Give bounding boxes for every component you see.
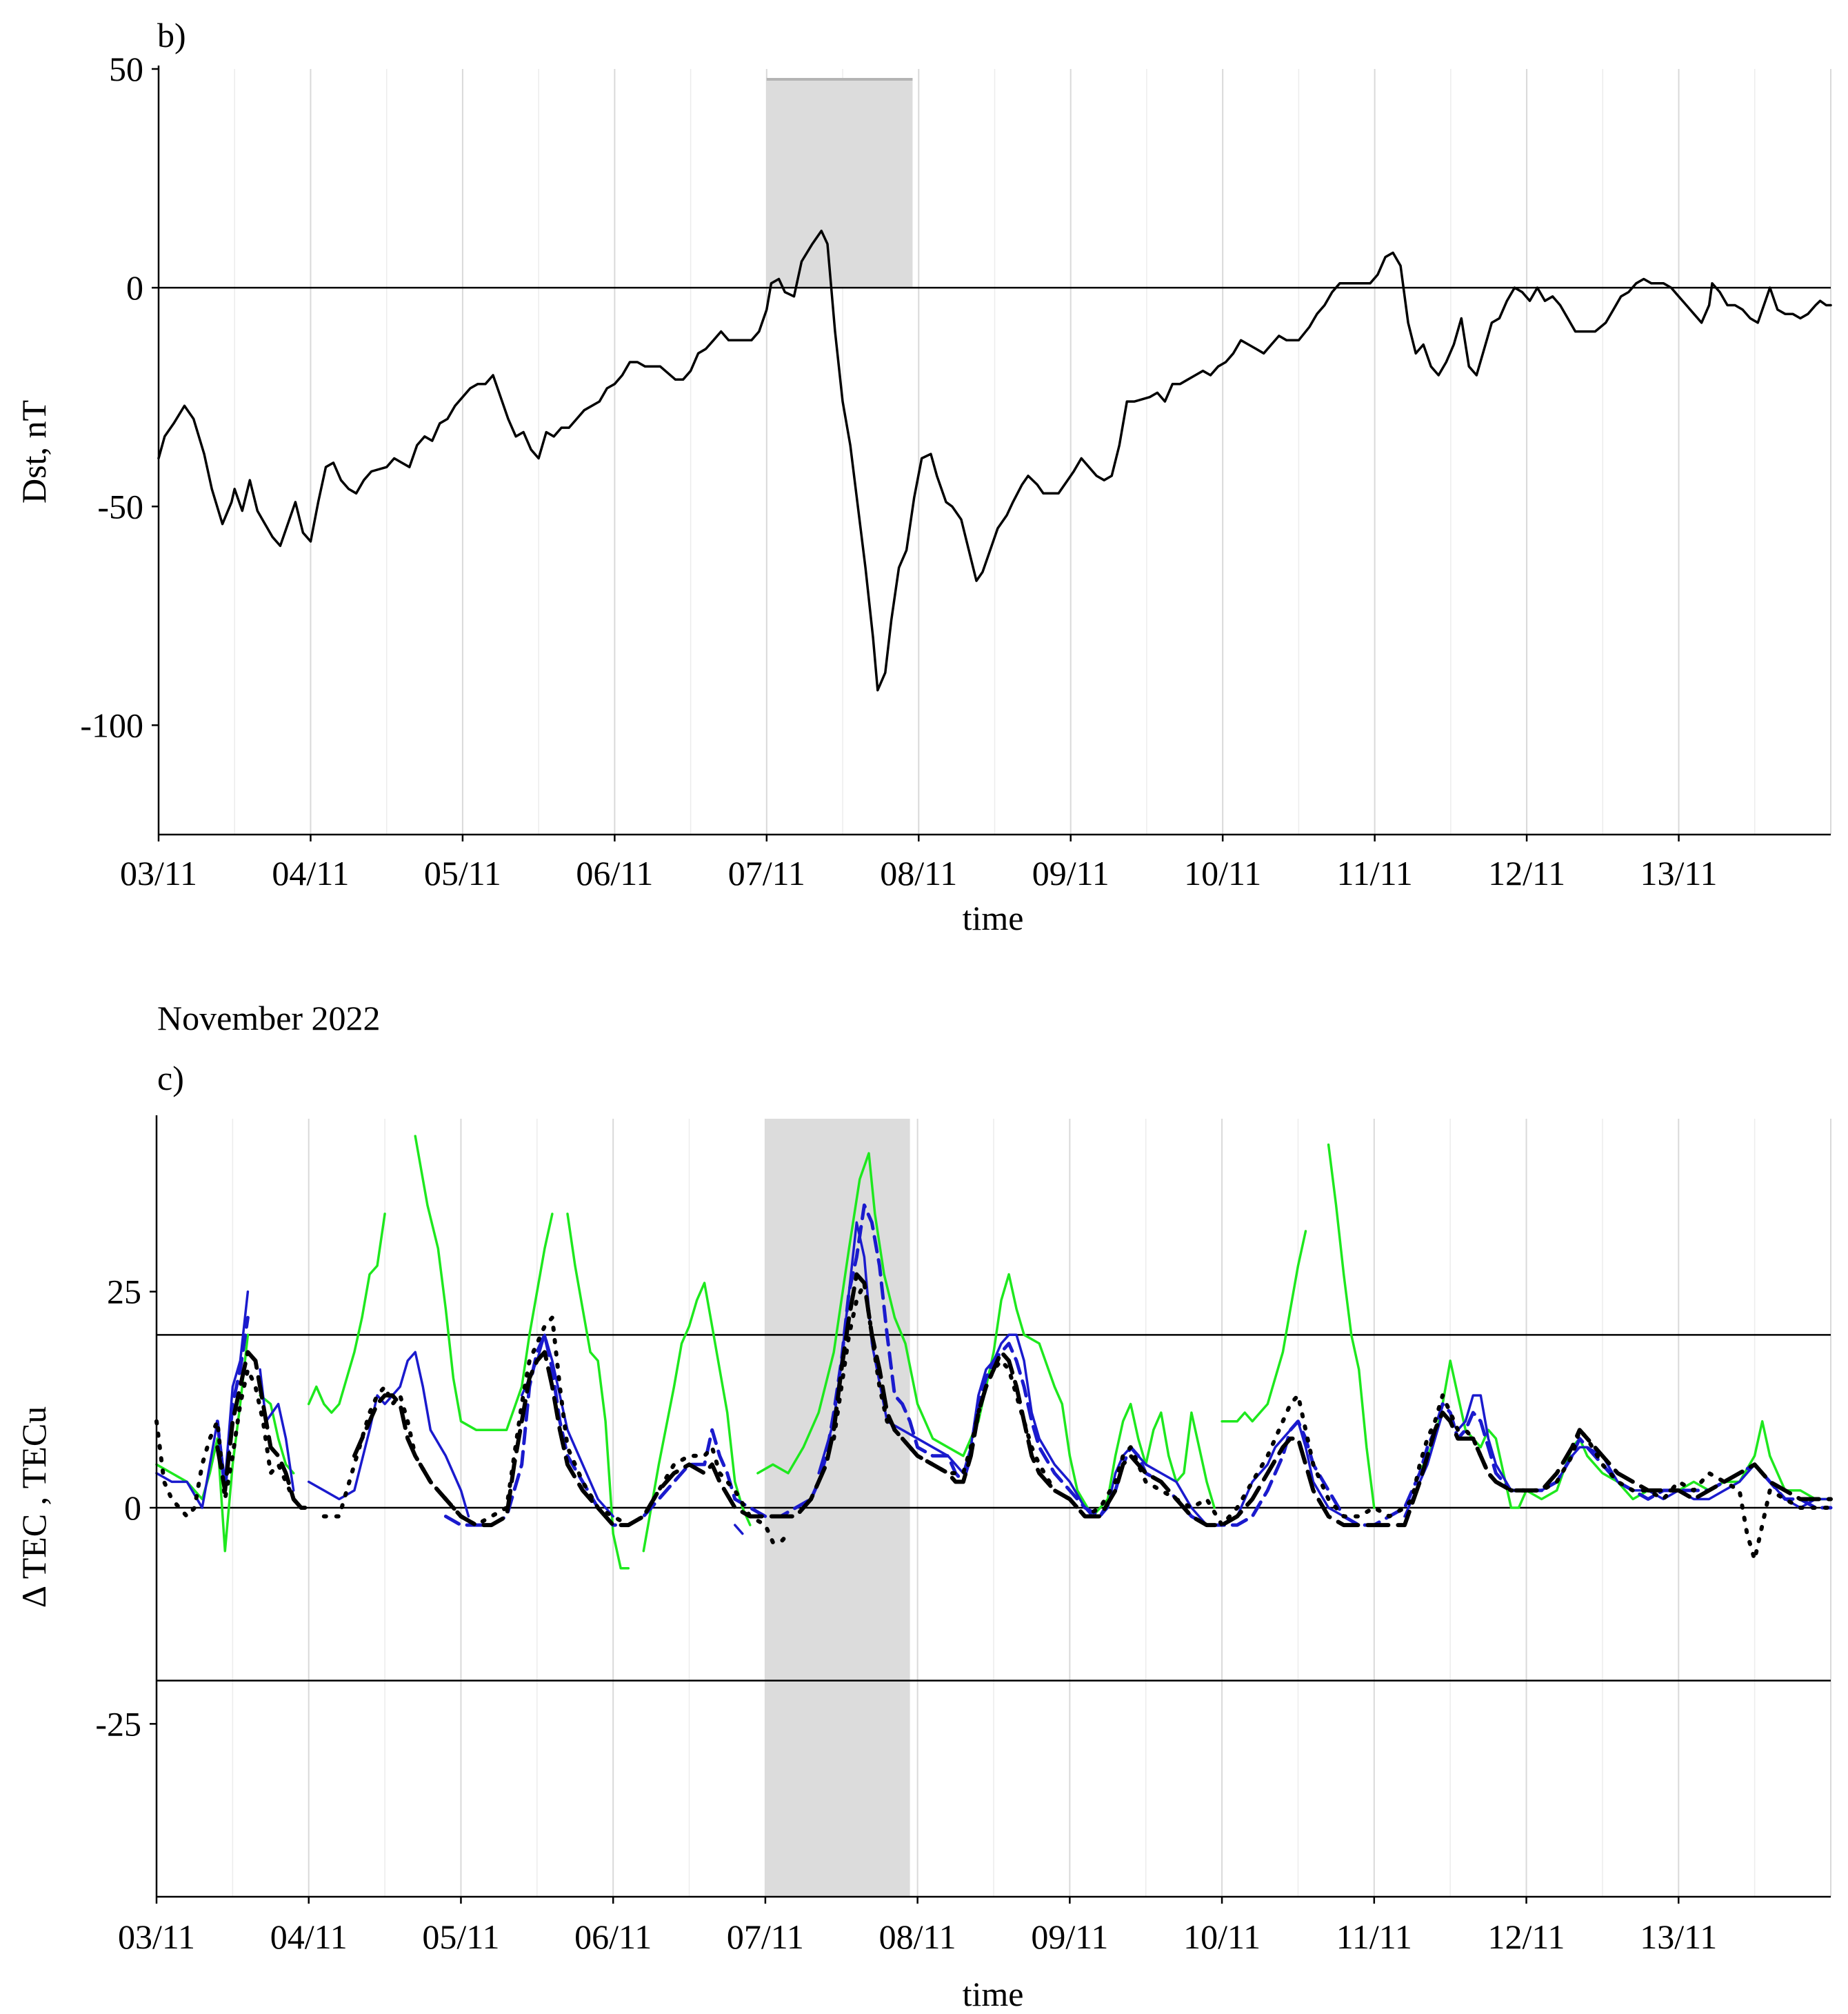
tec-x-tick-labels: 03/11 04/11 05/11 06/11 07/11 08/11 09/11 10/11… (118, 1917, 1717, 1956)
dst-x-tick-label: 06/11 (576, 854, 653, 893)
dst-x-tick-label: 07/11 (728, 854, 805, 893)
tec-series-black-dotted (321, 1315, 790, 1545)
tec-x-tick-label: 08/11 (879, 1917, 956, 1956)
tec-x-tick-label: 10/11 (1183, 1917, 1261, 1956)
tec-x-tick-label: 09/11 (1031, 1917, 1108, 1956)
tec-x-tick-label: 11/11 (1336, 1917, 1412, 1956)
tec-series-blue-solid (817, 1221, 1345, 1526)
tec-reference-lines (157, 1334, 1831, 1682)
tec-x-tick-label: 06/11 (574, 1917, 652, 1956)
tec-series-green (414, 1135, 554, 1431)
tec-series-green (566, 1213, 630, 1570)
tec-x-tick-label: 12/11 (1488, 1917, 1565, 1956)
dst-storm-shading (766, 78, 913, 288)
tec-series-green (1327, 1143, 1376, 1509)
tec-series-green (259, 1394, 295, 1475)
tec-series-blue-solid (520, 1333, 614, 1518)
dst-y-axis-title: Dst, nT (14, 400, 53, 504)
dst-y-tick-labels: 50 0 -50 -100 (80, 50, 143, 744)
tec-x-tick-label: 13/11 (1640, 1917, 1717, 1956)
tec-series-blue-solid (259, 1368, 295, 1492)
tec-series-blue-solid (155, 1290, 250, 1509)
dst-x-tick-label: 09/11 (1032, 854, 1109, 893)
dst-x-tick-label: 04/11 (272, 854, 349, 893)
panel-b-label: b) (157, 16, 186, 54)
dst-grid (234, 69, 1831, 835)
tec-y-axis-title: Δ TEC , TECu (14, 1406, 53, 1608)
tec-x-tick-label: 07/11 (727, 1917, 804, 1956)
tec-x-axis-title: time (963, 1975, 1024, 2013)
tec-series-black-dotted (832, 1281, 1833, 1562)
dst-y-tick-label: 0 (126, 268, 143, 307)
dst-x-tick-label: 10/11 (1184, 854, 1261, 893)
tec-series-blue-solid (734, 1524, 744, 1535)
dst-storm-shade-rect (766, 79, 913, 288)
panel-c-label: c) (157, 1059, 184, 1097)
dst-panel: b) 500-50-100 03/11 04/11 05/11 06/11 07/11 0… (14, 16, 1832, 937)
tec-series-black-dashed (352, 1272, 1833, 1528)
dst-y-tick-label: 50 (109, 50, 143, 88)
figure-title: November 2022 (157, 999, 381, 1037)
tec-panel: c) 25 0 -25 03/11 04/11 05/11 06/11 07/11 08/11… (14, 1059, 1833, 2013)
dst-y-tick-label: -100 (80, 706, 143, 744)
tec-axes (150, 1115, 1831, 1904)
tec-y-tick-label: 25 (107, 1273, 141, 1311)
dst-x-tick-label: 05/11 (424, 854, 501, 893)
dst-x-tick-label: 11/11 (1337, 854, 1413, 893)
tec-x-tick-label: 05/11 (422, 1917, 499, 1956)
tec-series-green (1221, 1230, 1307, 1423)
dst-x-tick-label: 12/11 (1488, 854, 1565, 893)
dst-series-Dst (157, 229, 1832, 692)
dst-y-tick-label: -50 (97, 487, 143, 526)
tec-series-black-dotted (154, 1367, 311, 1519)
dst-x-tick-label: 03/11 (120, 854, 197, 893)
dst-x-tick-labels: 03/11 04/11 05/11 06/11 07/11 08/11 09/11 10/11… (120, 854, 1718, 893)
dst-x-axis-title: time (963, 899, 1024, 937)
tec-y-tick-label: 0 (124, 1488, 141, 1527)
dst-x-tick-label: 13/11 (1640, 854, 1718, 893)
tec-x-tick-label: 03/11 (118, 1917, 195, 1956)
tec-series (154, 1135, 1833, 1570)
tec-y-tick-label: -25 (95, 1704, 141, 1743)
tec-x-tick-label: 04/11 (270, 1917, 348, 1956)
tec-y-tick-labels: 25 0 -25 (95, 1273, 141, 1744)
dst-series (157, 229, 1832, 692)
tec-series-blue-dashed (443, 1203, 1833, 1527)
dst-x-tick-label: 08/11 (880, 854, 957, 893)
tec-series-green (642, 1282, 752, 1553)
dst-axes (152, 66, 1831, 841)
tec-series-green (756, 1152, 1216, 1518)
tec-series-green (307, 1213, 386, 1414)
